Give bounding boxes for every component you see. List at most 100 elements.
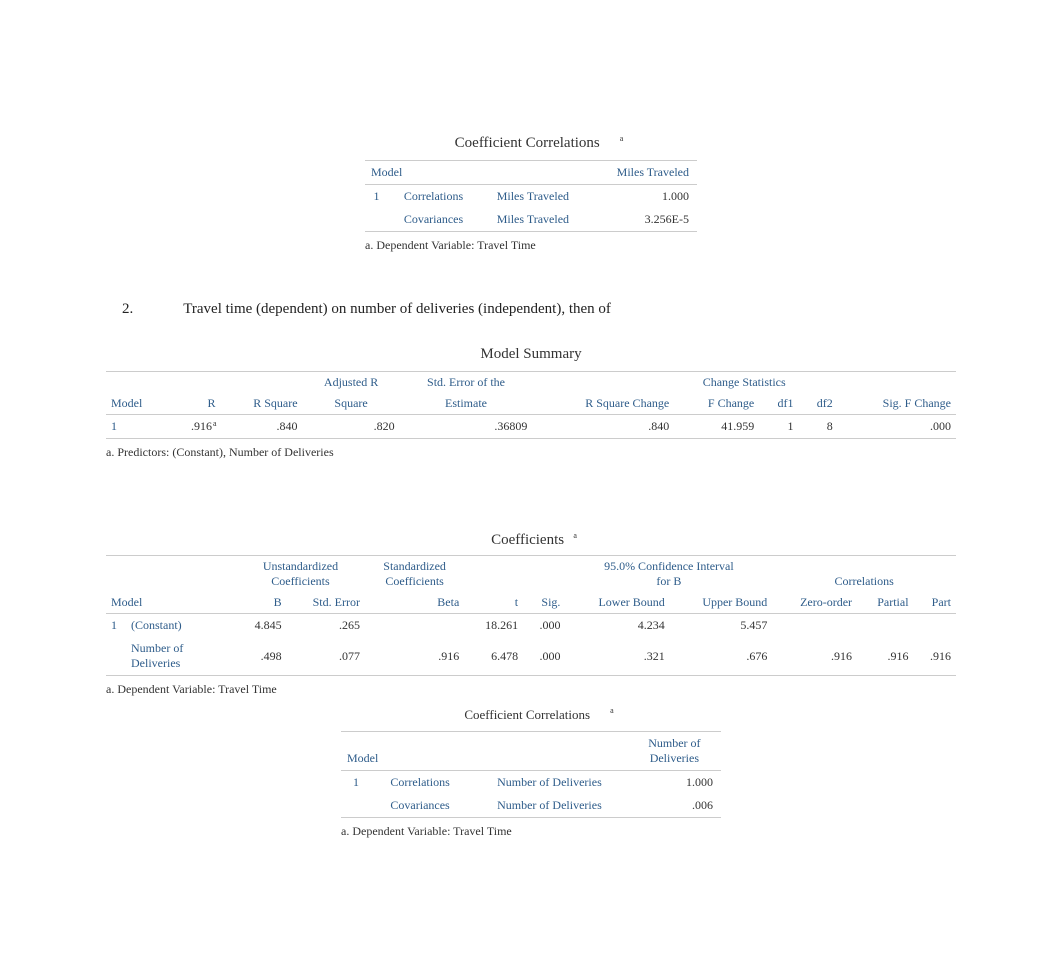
h-change: Change Statistics: [532, 372, 956, 394]
cell-beta: .916: [365, 637, 464, 676]
coefficients-table: Unstandardized Coefficients Standardized…: [106, 555, 956, 676]
h-ci-1: 95.0% Confidence Interval: [570, 559, 767, 574]
h-se: Std. Error of the: [400, 372, 533, 394]
question-number: 2.: [122, 301, 133, 318]
cell-sig: .000: [523, 637, 565, 676]
col-var: Number of Deliveries: [630, 732, 721, 771]
header-row-1: Adjusted R Std. Error of the Change Stat…: [106, 372, 956, 394]
corr1-table: Model Miles Traveled 1 Correlations Mile…: [365, 160, 697, 232]
question-line: 2. Travel time (dependent) on number of …: [122, 301, 1062, 318]
h-empty: [106, 556, 236, 593]
h-df2: df2: [798, 393, 837, 415]
cell-name: (Constant): [126, 614, 236, 638]
cell-zero: .916: [772, 637, 857, 676]
cell-var: Miles Traveled: [479, 208, 587, 232]
cell-upper: .676: [670, 637, 773, 676]
cell-sig: .000: [523, 614, 565, 638]
h-model: Model: [106, 592, 236, 614]
table-row: 1 Correlations Number of Deliveries 1.00…: [341, 771, 721, 795]
cell-lower: 4.234: [565, 614, 669, 638]
model-summary-block: Model Summary Adjusted R Std. Error of t…: [106, 346, 956, 460]
table-row: Covariances Number of Deliveries .006: [341, 794, 721, 818]
cell-adjr: .820: [303, 415, 400, 439]
cell-label: Correlations: [371, 771, 469, 795]
h-lower: Lower Bound: [565, 592, 669, 614]
cell-t: 6.478: [464, 637, 523, 676]
cell-se: .077: [287, 637, 365, 676]
h-std: Standardized Coefficients: [365, 556, 464, 593]
cell-var: Number of Deliveries: [469, 771, 630, 795]
cell-df2: 8: [798, 415, 837, 439]
h-ci: 95.0% Confidence Interval for B: [565, 556, 772, 593]
cell-rsqch: .840: [532, 415, 674, 439]
cell-upper: 5.457: [670, 614, 773, 638]
h-upper: Upper Bound: [670, 592, 773, 614]
cell-val: 1.000: [630, 771, 721, 795]
col-var-1: Number of: [636, 736, 713, 751]
cell-label: Covariances: [371, 794, 469, 818]
h-empty: [168, 372, 220, 394]
cell-part: [914, 614, 956, 638]
corr2-table: Model Number of Deliveries 1 Correlation…: [341, 731, 721, 818]
h-empty: [106, 372, 168, 394]
cell-sigf: .000: [838, 415, 956, 439]
table-row: 1 .916a .840 .820 .36809 .840 41.959 1 8…: [106, 415, 956, 439]
h-adjr: Adjusted R: [303, 372, 400, 394]
table-title: Coefficient Correlations: [455, 135, 600, 152]
h-std-2: Coefficients: [370, 574, 459, 589]
cell-val: 3.256E-5: [587, 208, 697, 232]
cell-val: 1.000: [587, 185, 697, 209]
cell-partial: .916: [857, 637, 914, 676]
h-rsqch: R Square Change: [532, 393, 674, 415]
col-model: Model: [341, 732, 630, 771]
table-row: 1 (Constant) 4.845 .265 18.261 .000 4.23…: [106, 614, 956, 638]
h-empty: [523, 556, 565, 593]
h-corr: Correlations: [772, 556, 956, 593]
cell-beta: [365, 614, 464, 638]
cell-val: .006: [630, 794, 721, 818]
footnote: a. Dependent Variable: Travel Time: [341, 824, 721, 839]
cell-model: 1: [341, 771, 371, 795]
cell-label: Covariances: [388, 208, 479, 232]
h-df1: df1: [759, 393, 798, 415]
h-estimate: Estimate: [400, 393, 533, 415]
table-row: Number of Deliveries .498 .077 .916 6.47…: [106, 637, 956, 676]
col-model: Model: [365, 161, 587, 185]
coefficient-correlations-2: Coefficient Correlations a Model Number …: [181, 707, 881, 839]
h-square: Square: [303, 393, 400, 415]
h-t: t: [464, 592, 523, 614]
cell-empty: [365, 208, 388, 232]
cell-model: 1: [106, 415, 168, 439]
table-title: Coefficient Correlations: [464, 707, 590, 723]
question-text: Travel time (dependent) on number of del…: [183, 301, 611, 318]
h-se: Std. Error: [287, 592, 365, 614]
h-sigf: Sig. F Change: [838, 393, 956, 415]
cell-label: Correlations: [388, 185, 479, 209]
table-title-row: Coefficient Correlations a: [181, 135, 881, 152]
model-summary-table: Adjusted R Std. Error of the Change Stat…: [106, 371, 956, 439]
sup-r: a: [213, 419, 217, 428]
table-title: Model Summary: [106, 346, 956, 363]
footnote: a. Dependent Variable: Travel Time: [365, 238, 697, 253]
coefficient-correlations-1: Coefficient Correlations a Model Miles T…: [181, 135, 881, 253]
cell-model: [106, 637, 126, 676]
h-unstd-1: Unstandardized: [241, 559, 360, 574]
cell-model: 1: [365, 185, 388, 209]
footnote: a. Predictors: (Constant), Number of Del…: [106, 445, 956, 460]
h-partial: Partial: [857, 592, 914, 614]
col-var-2: Deliveries: [636, 751, 713, 766]
h-b: B: [236, 592, 287, 614]
h-empty: [221, 372, 303, 394]
h-fch: F Change: [674, 393, 759, 415]
cell-model: 1: [106, 614, 126, 638]
cell-t: 18.261: [464, 614, 523, 638]
cell-empty: [341, 794, 371, 818]
superscript: a: [610, 706, 614, 715]
cell-se: .36809: [400, 415, 533, 439]
cell-var: Number of Deliveries: [469, 794, 630, 818]
cell-lower: .321: [565, 637, 669, 676]
coefficients-block: Coefficients a Unstandardized Coefficien…: [106, 532, 956, 697]
cell-df1: 1: [759, 415, 798, 439]
title-row: Coefficients a: [106, 532, 956, 549]
col-var: Miles Traveled: [587, 161, 697, 185]
